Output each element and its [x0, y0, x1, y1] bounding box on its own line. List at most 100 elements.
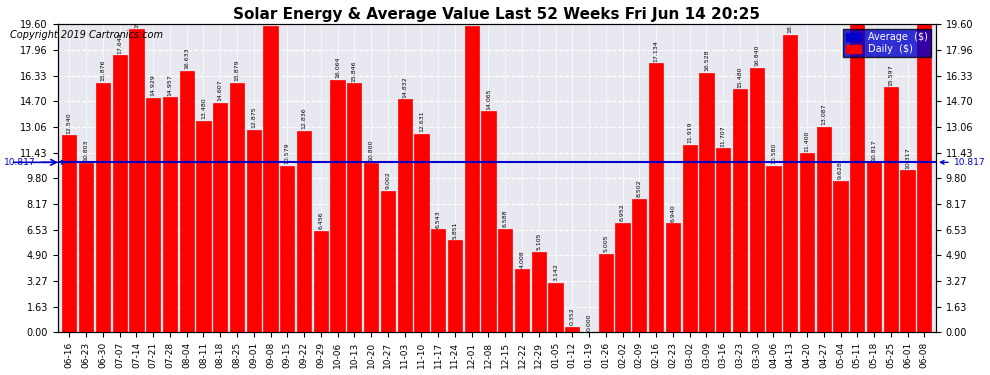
Text: 19.297: 19.297 — [134, 6, 139, 28]
Bar — [850, 23, 864, 332]
Text: 12.631: 12.631 — [419, 111, 424, 132]
Title: Solar Energy & Average Value Last 52 Weeks Fri Jun 14 20:25: Solar Energy & Average Value Last 52 Wee… — [234, 7, 760, 22]
Text: 18.940: 18.940 — [788, 12, 793, 33]
Bar — [464, 27, 479, 332]
Text: 14.957: 14.957 — [167, 74, 172, 96]
Text: 16.633: 16.633 — [184, 48, 189, 69]
Bar — [62, 135, 76, 332]
Bar — [96, 83, 110, 332]
Text: 8.502: 8.502 — [637, 180, 642, 197]
Text: 0.352: 0.352 — [570, 307, 575, 325]
Text: 16.064: 16.064 — [335, 57, 341, 78]
Bar — [79, 162, 93, 332]
Text: 15.876: 15.876 — [100, 60, 105, 81]
Text: 17.644: 17.644 — [117, 32, 122, 54]
Text: 13.480: 13.480 — [201, 98, 206, 119]
Text: 10.803: 10.803 — [83, 140, 88, 161]
Text: 14.607: 14.607 — [218, 80, 223, 101]
Bar — [113, 55, 127, 332]
Text: 14.832: 14.832 — [402, 76, 407, 98]
Text: 10.817: 10.817 — [940, 158, 985, 167]
Bar — [381, 191, 395, 332]
Bar — [331, 80, 345, 332]
Text: 11.400: 11.400 — [805, 130, 810, 152]
Bar — [633, 199, 646, 332]
Legend: Average  ($), Daily  ($): Average ($), Daily ($) — [843, 29, 932, 57]
Bar — [447, 240, 462, 332]
Text: 17.134: 17.134 — [653, 40, 658, 62]
Bar — [716, 148, 731, 332]
Bar — [162, 98, 177, 332]
Text: 10.800: 10.800 — [368, 140, 373, 161]
Text: 19.509: 19.509 — [268, 3, 273, 24]
Text: 19.475: 19.475 — [469, 3, 474, 25]
Text: 10.317: 10.317 — [905, 147, 910, 169]
Bar — [230, 83, 245, 332]
Bar — [196, 120, 211, 332]
Bar — [749, 68, 764, 332]
Text: 15.879: 15.879 — [235, 60, 240, 81]
Text: 4.008: 4.008 — [520, 250, 525, 268]
Bar — [733, 89, 747, 332]
Text: 11.919: 11.919 — [687, 122, 692, 144]
Bar — [682, 145, 697, 332]
Bar — [130, 29, 144, 332]
Bar — [213, 103, 228, 332]
Text: 6.952: 6.952 — [620, 204, 625, 221]
Text: 12.540: 12.540 — [67, 112, 72, 134]
Text: 0.000: 0.000 — [586, 313, 592, 330]
Text: 5.851: 5.851 — [452, 221, 457, 239]
Bar — [884, 87, 898, 332]
Text: 13.087: 13.087 — [822, 104, 827, 125]
Text: 10.580: 10.580 — [771, 143, 776, 165]
Text: 3.142: 3.142 — [553, 263, 558, 281]
Bar — [431, 230, 446, 332]
Text: 15.597: 15.597 — [888, 64, 893, 86]
Text: 9.002: 9.002 — [385, 171, 390, 189]
Bar — [599, 254, 613, 332]
Bar — [398, 99, 412, 332]
Text: Copyright 2019 Cartronics.com: Copyright 2019 Cartronics.com — [10, 30, 163, 39]
Bar — [901, 170, 915, 332]
Text: 10.817: 10.817 — [871, 139, 876, 161]
Bar — [834, 181, 847, 332]
Text: 9.628: 9.628 — [838, 162, 843, 179]
Text: 16.840: 16.840 — [754, 45, 759, 66]
Bar — [817, 127, 831, 332]
Bar — [147, 98, 160, 332]
Text: 15.846: 15.846 — [351, 60, 356, 82]
Text: 6.543: 6.543 — [436, 210, 441, 228]
Bar — [498, 229, 513, 332]
Text: 5.105: 5.105 — [537, 233, 542, 250]
Bar — [347, 83, 361, 332]
Bar — [800, 153, 814, 332]
Bar — [616, 223, 630, 332]
Bar — [247, 130, 261, 332]
Text: 12.836: 12.836 — [302, 108, 307, 129]
Bar — [783, 35, 797, 332]
Text: 16.528: 16.528 — [704, 50, 709, 71]
Bar — [649, 63, 663, 332]
Text: 5.005: 5.005 — [603, 234, 608, 252]
Text: 10.817: 10.817 — [4, 158, 65, 167]
Bar — [314, 231, 328, 332]
Bar — [917, 23, 932, 332]
Text: 15.480: 15.480 — [738, 66, 742, 88]
Bar — [532, 252, 545, 332]
Text: 19.697: 19.697 — [854, 0, 859, 21]
Bar — [179, 71, 194, 332]
Bar — [280, 166, 294, 332]
Text: 6.940: 6.940 — [670, 204, 675, 222]
Bar — [699, 73, 714, 332]
Text: 6.456: 6.456 — [319, 211, 324, 229]
Text: 14.065: 14.065 — [486, 88, 491, 110]
Text: 6.588: 6.588 — [503, 210, 508, 227]
Bar — [481, 111, 496, 332]
Bar — [565, 327, 579, 332]
Bar — [263, 26, 277, 332]
Text: 11.707: 11.707 — [721, 125, 726, 147]
Bar — [515, 269, 529, 332]
Bar — [297, 130, 311, 332]
Bar — [548, 283, 562, 332]
Bar — [364, 163, 378, 332]
